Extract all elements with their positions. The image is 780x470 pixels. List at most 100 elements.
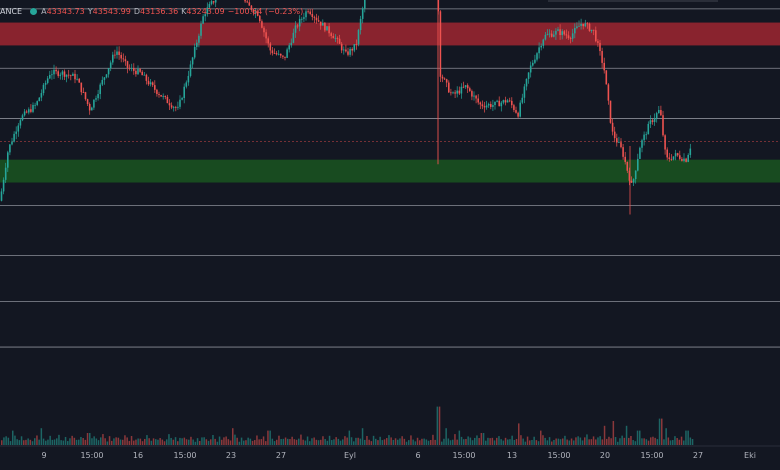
open-key: A — [41, 6, 47, 16]
volume-bar — [82, 437, 84, 445]
candle-body — [256, 11, 259, 16]
candle-body — [613, 131, 616, 139]
candle-body — [124, 59, 127, 62]
volume-bar — [520, 435, 522, 445]
candle-body — [658, 110, 660, 114]
volume-bar — [375, 438, 377, 445]
candle-body — [618, 142, 620, 143]
volume-bar — [379, 436, 381, 445]
candle-body — [676, 153, 679, 156]
candle-body — [109, 62, 112, 69]
volume-bar — [93, 436, 95, 445]
time-tick-label: 15:00 — [452, 451, 476, 460]
volume-bar — [368, 439, 370, 445]
candle-body — [95, 98, 97, 100]
volume-bar — [273, 441, 276, 445]
candle-body — [292, 32, 295, 43]
candle-body — [578, 25, 580, 27]
volume-bar — [355, 437, 357, 445]
volume-bar — [229, 440, 232, 445]
ohlc-legend: ANCE A 43343.73 Y 43543.99 D 43136.36 K … — [0, 4, 306, 18]
candle-body — [154, 85, 156, 90]
candle-body — [481, 104, 484, 107]
candle-body — [364, 0, 366, 9]
candle-body — [599, 42, 601, 52]
low-key: D — [133, 6, 140, 16]
candle-body — [336, 38, 339, 39]
candle-body — [532, 62, 534, 66]
candle-body — [59, 74, 62, 76]
volume-bar — [361, 428, 364, 445]
volume-bar — [31, 441, 34, 445]
candle-body — [639, 147, 641, 159]
volume-bar — [544, 437, 546, 445]
candle-body — [139, 68, 141, 72]
time-tick-label: 15:00 — [547, 451, 571, 460]
volume-bar — [247, 437, 249, 445]
volume-bar — [416, 437, 419, 445]
volume-bar — [58, 434, 60, 445]
volume-bar — [669, 440, 672, 445]
candle-body — [290, 42, 293, 46]
candle-body — [679, 155, 681, 159]
volume-bar — [188, 439, 190, 445]
candle-body — [288, 45, 290, 50]
volume-bar — [650, 437, 652, 445]
candle-body — [162, 95, 164, 97]
volume-bar — [625, 425, 628, 445]
volume-bar — [504, 437, 507, 445]
volume-bar — [581, 440, 584, 445]
volume-bar — [157, 439, 159, 445]
volume-bar — [287, 438, 289, 445]
candle-body — [252, 10, 255, 13]
volume-bar — [339, 440, 342, 445]
volume-bar — [445, 428, 447, 445]
volume-bar — [78, 439, 80, 445]
candle-body — [49, 74, 51, 79]
candle-body — [324, 22, 326, 31]
candle-body — [246, 1, 248, 3]
volume-bar — [9, 441, 12, 445]
candle-body — [322, 22, 324, 26]
low-value: 43136.36 — [140, 6, 179, 16]
candle-body — [588, 23, 591, 32]
high-key: Y — [87, 6, 93, 16]
volume-bar — [575, 437, 577, 445]
candle-body — [597, 41, 599, 43]
volume-bar — [691, 439, 694, 445]
volume-bar — [449, 440, 452, 445]
time-tick-label: 15:00 — [173, 451, 197, 460]
candle-body — [319, 21, 322, 26]
volume-bar — [397, 439, 399, 445]
candle-body — [309, 11, 311, 14]
volume-bar — [126, 437, 128, 445]
volume-bar — [190, 436, 192, 445]
candle-body — [611, 122, 614, 132]
candle-body — [204, 14, 206, 17]
candle-body — [311, 13, 314, 17]
volume-bar — [249, 438, 252, 445]
candle-body — [529, 65, 532, 73]
volume-bar — [403, 438, 406, 445]
volume-bar — [236, 437, 238, 445]
candle-body — [9, 144, 11, 153]
candle-body — [143, 74, 146, 76]
volume-bar — [577, 436, 579, 445]
volume-bar — [161, 439, 164, 445]
candle-body — [584, 23, 587, 27]
candle-body — [643, 134, 645, 141]
volume-bar — [113, 438, 115, 445]
candle-body — [508, 100, 511, 102]
candle-body — [103, 77, 106, 80]
volume-bar — [267, 430, 269, 445]
candle-body — [183, 86, 185, 98]
volume-bar — [75, 439, 78, 445]
volume-bar — [456, 439, 458, 445]
candle-body — [559, 29, 561, 36]
candle-body — [185, 82, 188, 87]
volume-bar — [42, 438, 45, 445]
volume-bar — [137, 438, 139, 445]
candle-body — [590, 29, 593, 32]
candle-body — [70, 75, 72, 77]
